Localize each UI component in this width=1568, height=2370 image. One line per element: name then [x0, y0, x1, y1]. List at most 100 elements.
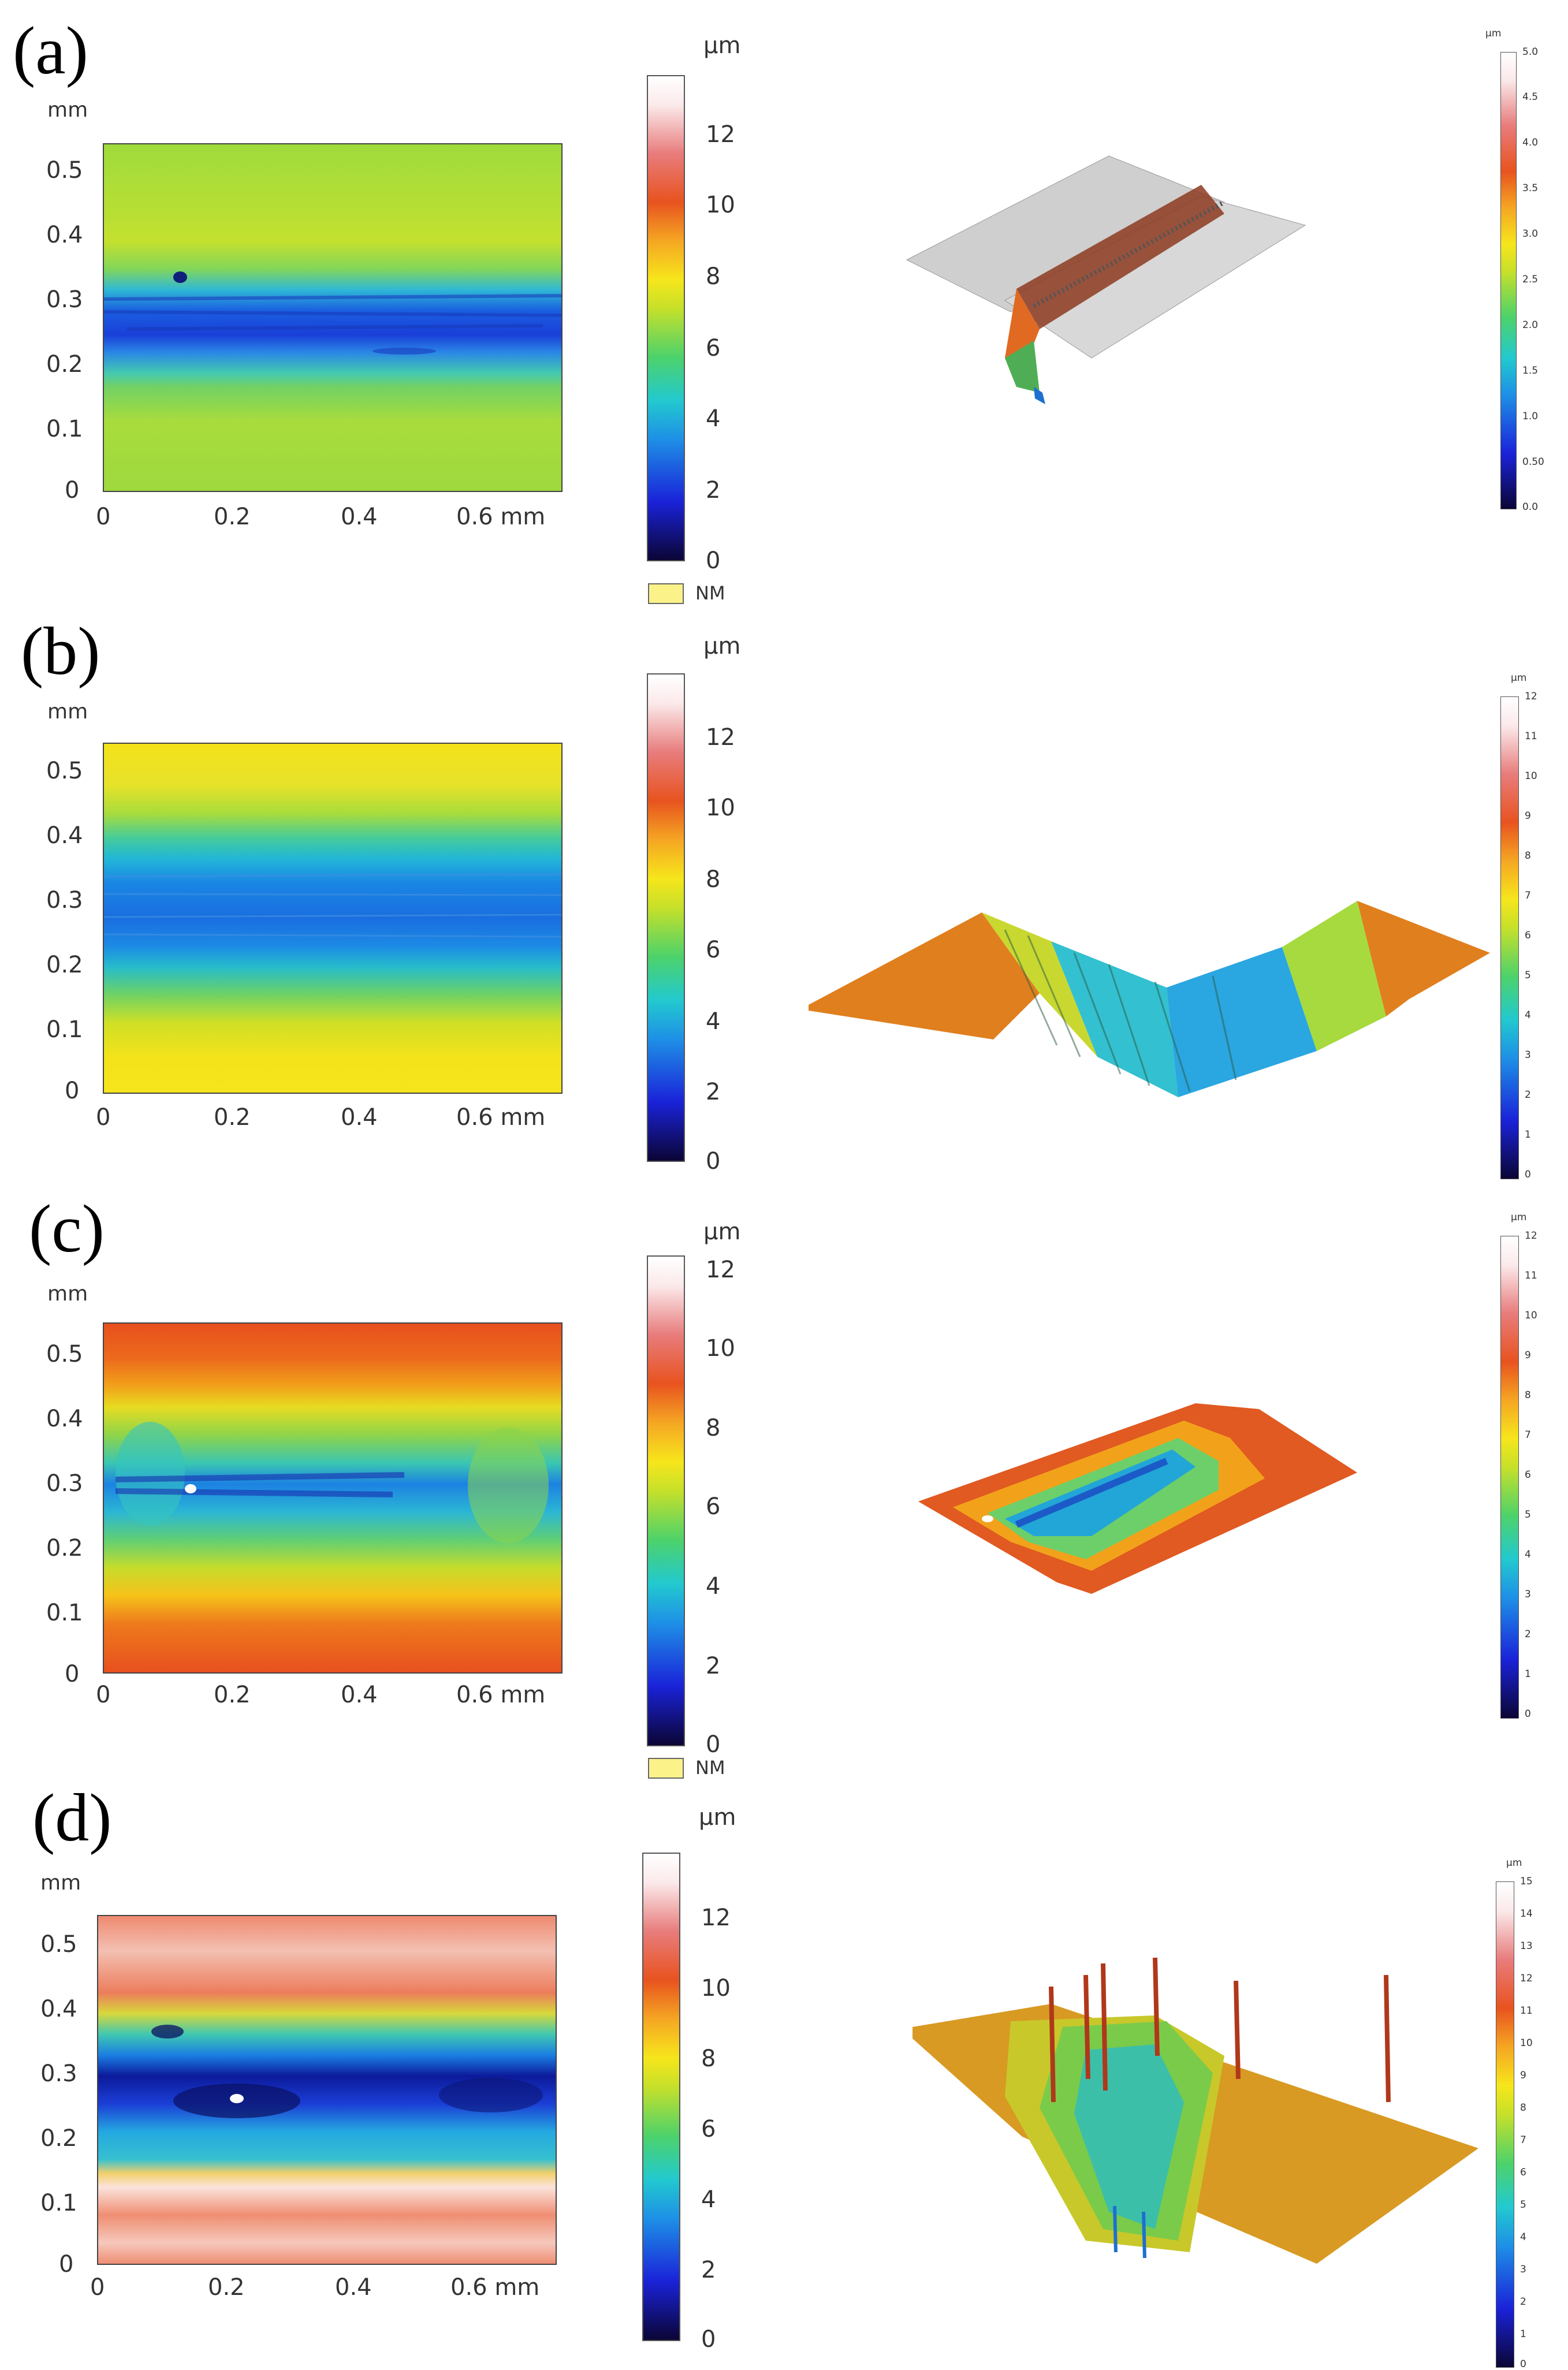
y-tick: 0.2: [46, 351, 83, 378]
colorbar3d-tick: 3: [1525, 1049, 1531, 1061]
colorbar3d-tick: 7: [1525, 1429, 1531, 1441]
colorbar3d-tick: 10: [1525, 1310, 1537, 1321]
colorbar3d-tick: 9: [1520, 2070, 1526, 2081]
wear-track-texture: [104, 271, 561, 355]
colorbar3d-tick: 15: [1520, 1876, 1533, 1887]
colorbar3d-tick: 9: [1525, 1350, 1531, 1361]
colorbar3d-tick: 3: [1520, 2264, 1526, 2275]
colorbar3d-tick: 11: [1525, 731, 1537, 742]
y-tick: 0.4: [46, 222, 83, 248]
height-map-3d: [913, 1957, 1478, 2264]
height-map-3d: [918, 1403, 1357, 1594]
colorbar-tick: 8: [706, 263, 721, 290]
colorbar3d-tick: 2: [1525, 1629, 1531, 1640]
colorbar-tick: 6: [706, 335, 721, 362]
y-tick: 0.2: [46, 1535, 83, 1562]
colorbar-tick: 4: [706, 405, 721, 432]
y-tick: 0: [59, 2251, 74, 2278]
x-tick: 0.2: [208, 2274, 245, 2301]
colorbar-tick: 8: [706, 1415, 721, 1441]
wear-scar-texture: [115, 1422, 549, 1543]
colorbar-2d: [642, 1853, 680, 2341]
y-tick: 0: [65, 1078, 80, 1104]
y-tick: 0.5: [46, 1341, 83, 1367]
panel-d: (d) mm 0.5 0.4 0.3 0.2 0.1 0 0 0.2 0.4 0…: [0, 1767, 1568, 2370]
colorbar3d-tick: 8: [1525, 850, 1531, 862]
nm-label: NM: [695, 1757, 725, 1779]
colorbar3d-tick: 5.0: [1522, 46, 1539, 58]
colorbar3d-unit: μm: [1511, 1212, 1527, 1223]
x-tick: 0.2: [214, 504, 251, 530]
colorbar3d-unit: μm: [1485, 28, 1502, 39]
y-tick: 0.3: [46, 1470, 83, 1497]
colorbar3d-tick: 4: [1525, 1009, 1531, 1021]
colorbar-unit: μm: [703, 633, 741, 659]
panel-label: (b): [21, 613, 100, 689]
colorbar3d-tick: 12: [1525, 691, 1537, 702]
colorbar-unit: μm: [703, 32, 741, 59]
y-tick: 0.5: [40, 1931, 77, 1958]
groove-lines: [104, 873, 561, 938]
x-tick: 0.6 mm: [450, 2274, 540, 2301]
colorbar3d-tick: 4: [1525, 1549, 1531, 1560]
x-tick: 0.2: [214, 1682, 251, 1708]
x-tick: 0: [96, 504, 111, 530]
y-tick: 0: [65, 1661, 80, 1687]
colorbar-tick: 4: [706, 1573, 721, 1600]
y-axis-unit: mm: [47, 700, 88, 724]
y-tick: 0.1: [46, 416, 83, 442]
colorbar3d-tick: 12: [1520, 1973, 1533, 1984]
y-tick: 0.3: [40, 2060, 77, 2087]
colorbar3d-tick: 7: [1525, 890, 1531, 901]
y-axis-unit: mm: [47, 98, 88, 122]
colorbar-tick: 8: [706, 866, 721, 893]
panel-a: (a) mm 0.5 0.4 0.3 0.2 0.1 0 0 0.2 0.4 0…: [0, 0, 1568, 604]
colorbar3d-tick: 3.0: [1522, 228, 1539, 240]
x-tick: 0.6 mm: [456, 1104, 546, 1131]
colorbar3d-tick: 2.0: [1522, 319, 1539, 331]
colorbar-3d: [1496, 1881, 1514, 2368]
y-tick: 0.1: [40, 2190, 77, 2216]
height-map-3d: [809, 901, 1490, 1097]
panel-label: (a): [13, 13, 88, 88]
colorbar-2d: [647, 75, 685, 561]
colorbar3d-tick: 4.0: [1522, 137, 1539, 148]
colorbar3d-tick: 11: [1520, 2005, 1533, 2017]
x-tick: 0: [96, 1682, 111, 1708]
colorbar-tick: 12: [706, 1257, 735, 1283]
colorbar3d-tick: 14: [1520, 1908, 1533, 1920]
colorbar3d-tick: 8: [1525, 1389, 1531, 1401]
colorbar-tick: 4: [701, 2186, 716, 2213]
colorbar3d-tick: 0: [1525, 1169, 1531, 1180]
colorbar-3d: [1500, 52, 1517, 509]
nm-swatch: [648, 1758, 684, 1779]
colorbar3d-unit: μm: [1506, 1857, 1522, 1869]
colorbar-tick: 2: [706, 477, 721, 504]
colorbar-tick: 12: [701, 1905, 731, 1931]
height-map-3d: [906, 155, 1306, 404]
colorbar3d-tick: 6: [1525, 930, 1531, 941]
height-map-2d: [103, 743, 563, 1094]
height-map-2d: [103, 1322, 563, 1674]
y-axis-unit: mm: [47, 1282, 88, 1306]
colorbar-unit: μm: [703, 1218, 741, 1245]
colorbar-tick: 10: [706, 795, 735, 821]
colorbar-2d: [647, 1255, 685, 1746]
colorbar-tick: 0: [706, 1148, 721, 1175]
x-tick: 0.4: [341, 504, 378, 530]
nm-swatch: [648, 583, 684, 604]
height-map-2d: [97, 1915, 557, 2265]
y-tick: 0.3: [46, 286, 83, 313]
y-tick: 0: [65, 477, 80, 504]
colorbar3d-tick: 5: [1525, 970, 1531, 981]
colorbar-3d: [1500, 1236, 1519, 1719]
colorbar-tick: 2: [701, 2257, 716, 2283]
y-tick: 0.1: [46, 1600, 83, 1626]
colorbar3d-tick: 9: [1525, 810, 1531, 822]
colorbar-tick: 0: [706, 1731, 721, 1758]
colorbar-tick: 10: [706, 192, 735, 218]
colorbar3d-tick: 2.5: [1522, 274, 1539, 285]
colorbar-2d: [647, 673, 685, 1162]
x-tick: 0.6 mm: [456, 504, 546, 530]
x-tick: 0.4: [341, 1682, 378, 1708]
